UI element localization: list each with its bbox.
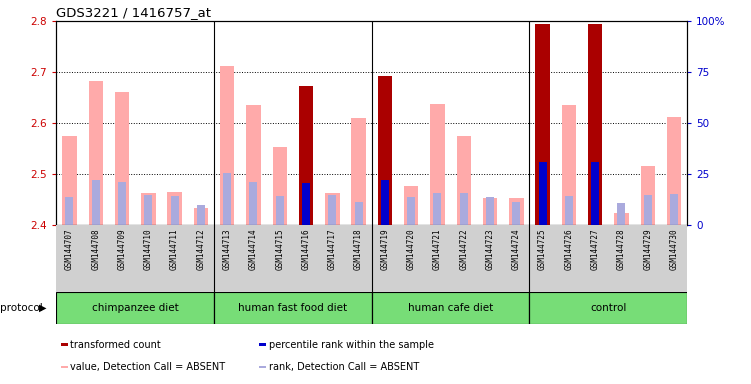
Text: GSM144710: GSM144710 — [144, 228, 152, 270]
Text: GSM144721: GSM144721 — [433, 228, 442, 270]
Bar — [92, 180, 100, 225]
Bar — [538, 197, 547, 225]
Text: GSM144714: GSM144714 — [249, 228, 258, 270]
Text: GSM144729: GSM144729 — [644, 228, 652, 270]
Text: GSM144718: GSM144718 — [354, 228, 363, 270]
Bar — [457, 136, 471, 225]
Bar — [246, 105, 261, 225]
Bar — [299, 86, 313, 225]
Bar — [197, 205, 205, 225]
Text: human fast food diet: human fast food diet — [238, 303, 348, 313]
Text: GSM144711: GSM144711 — [170, 228, 179, 270]
Bar — [194, 209, 208, 225]
Bar — [249, 182, 258, 225]
Bar — [614, 213, 629, 225]
Bar — [223, 173, 231, 225]
Bar — [144, 195, 152, 225]
Text: GSM144723: GSM144723 — [486, 228, 494, 270]
Bar — [167, 192, 182, 225]
Text: GSM144724: GSM144724 — [512, 228, 520, 270]
Text: human cafe diet: human cafe diet — [408, 303, 493, 313]
Text: GSM144712: GSM144712 — [197, 228, 205, 270]
Bar — [509, 198, 523, 225]
Bar — [591, 194, 599, 225]
Text: GSM144719: GSM144719 — [381, 228, 389, 270]
Text: GSM144727: GSM144727 — [591, 228, 599, 270]
Bar — [588, 118, 602, 225]
Bar — [591, 162, 599, 225]
Bar — [407, 197, 415, 225]
Text: GSM144716: GSM144716 — [302, 228, 310, 270]
Bar — [486, 197, 494, 225]
Text: ▶: ▶ — [39, 303, 47, 313]
Bar — [378, 76, 392, 225]
Text: control: control — [590, 303, 626, 313]
Bar — [512, 202, 520, 225]
Bar — [483, 198, 497, 225]
Text: GSM144725: GSM144725 — [538, 228, 547, 270]
Bar — [65, 197, 74, 225]
Text: GSM144722: GSM144722 — [460, 228, 468, 270]
Bar — [381, 180, 389, 225]
Text: GSM144720: GSM144720 — [407, 228, 415, 270]
Bar — [170, 195, 179, 225]
Text: GSM144713: GSM144713 — [223, 228, 231, 270]
Bar — [433, 193, 442, 225]
Bar — [62, 136, 77, 225]
Bar — [259, 343, 267, 346]
Text: GSM144726: GSM144726 — [565, 228, 573, 270]
Bar — [641, 166, 655, 225]
Bar — [372, 292, 529, 324]
Bar — [214, 292, 372, 324]
Text: GSM144707: GSM144707 — [65, 228, 74, 270]
Text: GDS3221 / 1416757_at: GDS3221 / 1416757_at — [56, 6, 211, 19]
Bar — [617, 203, 626, 225]
Bar — [273, 147, 287, 225]
Bar — [404, 187, 418, 225]
Bar — [562, 104, 576, 225]
Text: rank, Detection Call = ABSENT: rank, Detection Call = ABSENT — [269, 362, 419, 372]
Bar — [460, 193, 468, 225]
Bar — [118, 182, 126, 225]
Text: percentile rank within the sample: percentile rank within the sample — [269, 339, 434, 349]
Bar — [276, 195, 284, 225]
Text: GSM144728: GSM144728 — [617, 228, 626, 270]
Text: GSM144717: GSM144717 — [328, 228, 336, 270]
Text: GSM144709: GSM144709 — [118, 228, 126, 270]
Bar — [56, 292, 214, 324]
Bar — [220, 66, 234, 225]
Bar — [115, 92, 129, 225]
Bar — [670, 194, 678, 225]
Bar — [588, 24, 602, 225]
Text: transformed count: transformed count — [71, 339, 161, 349]
Bar — [378, 134, 392, 225]
Bar — [565, 195, 573, 225]
Bar — [535, 126, 550, 225]
Bar — [61, 343, 68, 346]
Bar — [89, 81, 103, 225]
Bar — [302, 197, 310, 225]
Bar — [644, 195, 652, 225]
Bar — [538, 162, 547, 225]
Bar — [351, 118, 366, 225]
Bar — [430, 104, 445, 225]
Bar — [141, 193, 155, 225]
Text: chimpanzee diet: chimpanzee diet — [92, 303, 179, 313]
Bar — [354, 202, 363, 225]
Bar — [529, 292, 687, 324]
Bar — [667, 117, 681, 225]
Bar — [535, 24, 550, 225]
Bar — [381, 197, 389, 225]
Bar — [325, 193, 339, 225]
Bar — [302, 183, 310, 225]
Bar — [299, 119, 313, 225]
Text: GSM144715: GSM144715 — [276, 228, 284, 270]
Bar — [61, 366, 68, 368]
Text: GSM144708: GSM144708 — [92, 228, 100, 270]
Bar — [259, 366, 267, 368]
Text: protocol: protocol — [0, 303, 43, 313]
Bar — [328, 195, 336, 225]
Text: GSM144730: GSM144730 — [670, 228, 678, 270]
Text: value, Detection Call = ABSENT: value, Detection Call = ABSENT — [71, 362, 225, 372]
